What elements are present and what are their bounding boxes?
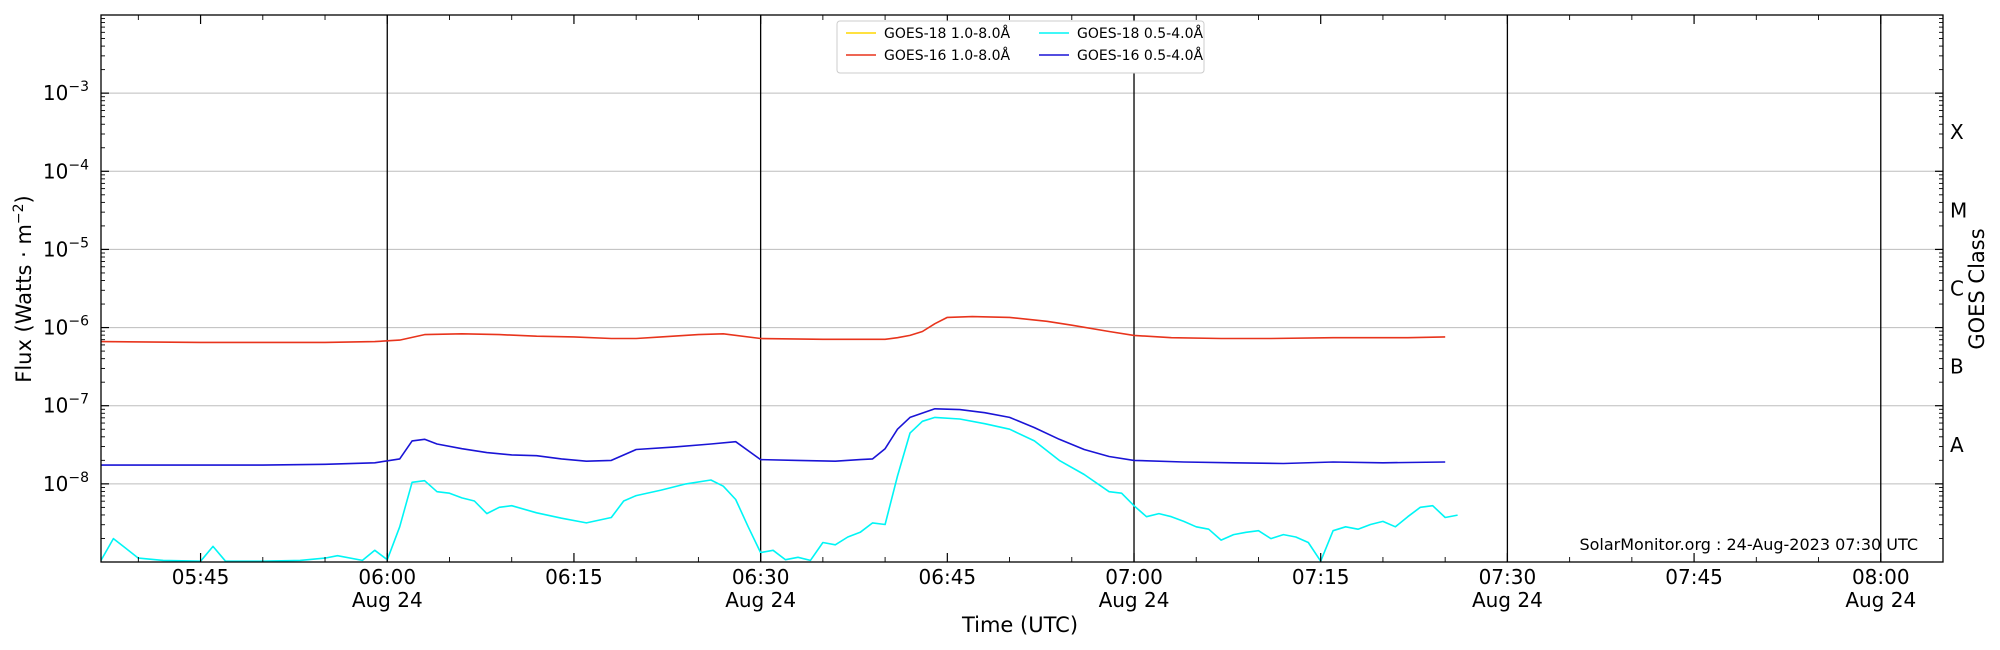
credit-text: SolarMonitor.org : 24-Aug-2023 07:30 UTC (1579, 535, 1918, 554)
y-tick-label-3: 10−5 (43, 235, 89, 261)
x-tick-label-2: 06:15 (545, 565, 603, 589)
x-tick-label-4: 06:45 (919, 565, 977, 589)
goes-class-labels: A B C M X (1950, 120, 1967, 457)
goes-class-M: M (1950, 198, 1967, 222)
x-tick-label-1: 06:00 (358, 565, 416, 589)
plot-frame (100, 14, 1944, 563)
x-tick-sublabel-9: Aug 24 (1845, 588, 1916, 612)
x-tick-label-3: 06:30 (732, 565, 790, 589)
y-tick-label-4: 10−4 (43, 157, 89, 183)
x-tick-label-8: 07:45 (1665, 565, 1723, 589)
legend-label-1: GOES-18 0.5-4.0Å (1077, 25, 1203, 42)
day-marker-lines (386, 15, 1882, 562)
right-axis-title: GOES Class (1965, 228, 1989, 349)
x-tick-label-7: 07:30 (1479, 565, 1537, 589)
x-axis-title: Time (UTC) (961, 613, 1078, 637)
legend-label-0: GOES-18 1.0-8.0Å (884, 25, 1010, 42)
legend-label-2: GOES-16 1.0-8.0Å (884, 47, 1010, 64)
goes-class-C: C (1950, 277, 1964, 301)
y-tick-label-0: 10−8 (43, 470, 89, 496)
legend-label-3: GOES-16 0.5-4.0Å (1077, 47, 1203, 64)
y-tick-label-2: 10−6 (43, 314, 89, 340)
series-lines (100, 315, 1458, 563)
x-tick-label-5: 07:00 (1105, 565, 1163, 589)
y-tick-label-1: 10−7 (43, 392, 89, 418)
goes-class-X: X (1950, 120, 1964, 144)
x-tick-sublabel-1: Aug 24 (352, 588, 423, 612)
y-axis-ticks: 10−8 10−7 10−6 10−5 10−4 10−3 (43, 18, 1943, 539)
series-line-2 (100, 416, 1458, 563)
grid-lines (101, 92, 1943, 485)
legend-box (836, 20, 1205, 74)
series-line-1 (101, 407, 1446, 466)
y-axis-title: Flux (Watts · m−2) (11, 195, 36, 383)
x-tick-sublabel-5: Aug 24 (1099, 588, 1170, 612)
series-line-0 (100, 315, 1446, 344)
x-tick-label-9: 08:00 (1852, 565, 1910, 589)
y-tick-label-5: 10−3 (43, 79, 89, 105)
goes-class-A: A (1950, 433, 1964, 457)
goes-class-B: B (1950, 355, 1964, 379)
x-tick-sublabel-7: Aug 24 (1472, 588, 1543, 612)
x-tick-label-0: 05:45 (172, 565, 230, 589)
x-tick-label-6: 07:15 (1292, 565, 1350, 589)
legend: GOES-18 1.0-8.0Å GOES-18 0.5-4.0Å GOES-16 … (836, 20, 1205, 74)
x-tick-sublabel-3: Aug 24 (725, 588, 796, 612)
